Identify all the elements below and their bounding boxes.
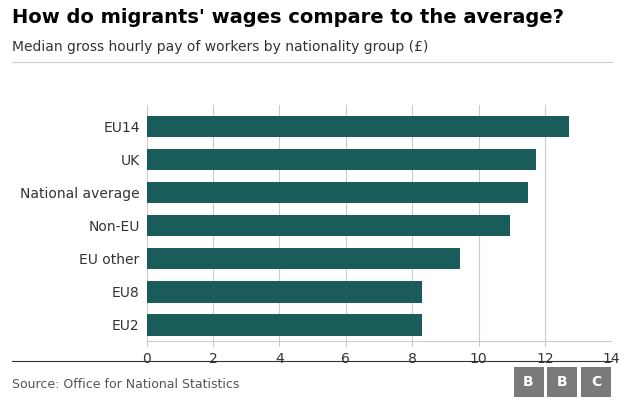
Bar [147,314,422,336]
Bar [147,116,569,137]
Text: C: C [591,375,601,389]
Text: B: B [557,375,568,389]
Bar [147,281,422,303]
Text: B: B [523,375,534,389]
Bar [147,248,461,270]
Text: Median gross hourly pay of workers by nationality group (£): Median gross hourly pay of workers by na… [12,40,429,54]
Bar [147,182,528,204]
Bar [147,215,510,237]
Text: Source: Office for National Statistics: Source: Office for National Statistics [12,378,240,391]
Text: How do migrants' wages compare to the average?: How do migrants' wages compare to the av… [12,8,565,27]
Bar [147,149,536,170]
